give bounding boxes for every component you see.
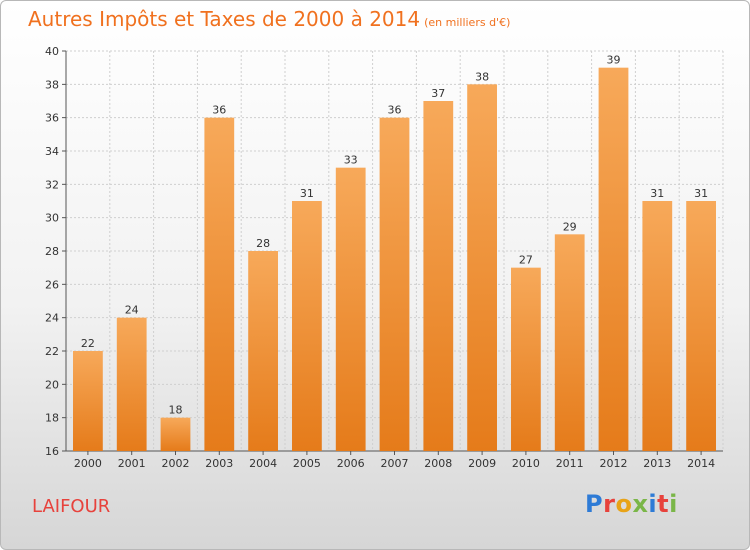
bar [335, 167, 366, 451]
y-tick-label: 22 [45, 345, 59, 358]
bar [511, 267, 541, 451]
value-label: 31 [650, 187, 664, 200]
x-tick-label: 2004 [249, 457, 277, 470]
x-tick-label: 2005 [293, 457, 321, 470]
y-tick-label: 24 [45, 312, 59, 325]
value-label: 38 [475, 70, 489, 83]
bar [379, 117, 410, 452]
value-label: 36 [212, 104, 226, 117]
location-label: LAIFOUR [32, 496, 111, 517]
y-tick-label: 38 [45, 78, 59, 91]
x-tick-label: 2007 [381, 457, 409, 470]
x-tick-label: 2000 [74, 457, 102, 470]
x-tick-label: 2014 [687, 457, 715, 470]
x-tick-label: 2008 [424, 457, 452, 470]
x-tick-label: 2010 [512, 457, 540, 470]
value-labels: 22 24 18 36 28 31 33 36 37 38 27 29 39 31 31 [81, 54, 708, 417]
bar [160, 417, 191, 451]
logo-letter: P [585, 490, 604, 518]
y-tick-label: 32 [45, 178, 59, 191]
title-unit: (en milliers d'€) [424, 16, 511, 29]
chart-title: Autres Impôts et Taxes de 2000 à 2014 (en… [28, 7, 510, 31]
y-tick-label: 36 [45, 112, 59, 125]
x-tick-label: 2003 [205, 457, 233, 470]
x-tick-label: 2011 [556, 457, 584, 470]
y-tick-label: 28 [45, 245, 59, 258]
bars [73, 67, 716, 452]
value-label: 27 [519, 254, 533, 267]
x-tick-label: 2012 [600, 457, 628, 470]
bar [554, 234, 585, 451]
value-label: 37 [431, 87, 445, 100]
logo-letter: x [632, 490, 649, 518]
value-label: 22 [81, 337, 95, 350]
y-tick-label: 16 [45, 445, 59, 458]
y-tick-label: 34 [45, 145, 59, 158]
value-label: 18 [169, 404, 183, 417]
bar [73, 351, 103, 451]
value-label: 29 [563, 220, 577, 233]
y-tick-label: 30 [45, 212, 59, 225]
value-label: 31 [300, 187, 314, 200]
bar [423, 101, 454, 451]
bar [467, 84, 497, 451]
y-tick-label: 20 [45, 378, 59, 391]
value-label: 28 [256, 237, 270, 250]
logo-letter: r [603, 490, 616, 518]
logo-letter: i [648, 490, 658, 518]
x-tick-label: 2001 [118, 457, 146, 470]
y-tick-label: 40 [45, 45, 59, 58]
title-main: Autres Impôts et Taxes de 2000 à 2014 [28, 7, 421, 31]
x-tick-label: 2006 [337, 457, 365, 470]
y-tick-label: 26 [45, 278, 59, 291]
value-label: 36 [388, 104, 402, 117]
bar [598, 67, 629, 452]
proxiti-logo: Proxiti [585, 490, 678, 518]
bar [116, 317, 147, 451]
logo-letter: o [615, 490, 633, 518]
bar [642, 201, 673, 451]
bar [686, 201, 716, 451]
value-label: 39 [607, 54, 621, 67]
logo-letter: i [669, 490, 678, 518]
x-tick-label: 2009 [468, 457, 496, 470]
value-label: 24 [125, 304, 139, 317]
value-label: 33 [344, 154, 358, 167]
bar [248, 251, 278, 451]
y-tick-label: 18 [45, 412, 59, 425]
bar [204, 117, 235, 452]
bar [292, 201, 322, 451]
value-label: 31 [694, 187, 708, 200]
x-tick-label: 2013 [643, 457, 671, 470]
logo-letter: t [657, 490, 670, 518]
x-tick-label: 2002 [162, 457, 190, 470]
